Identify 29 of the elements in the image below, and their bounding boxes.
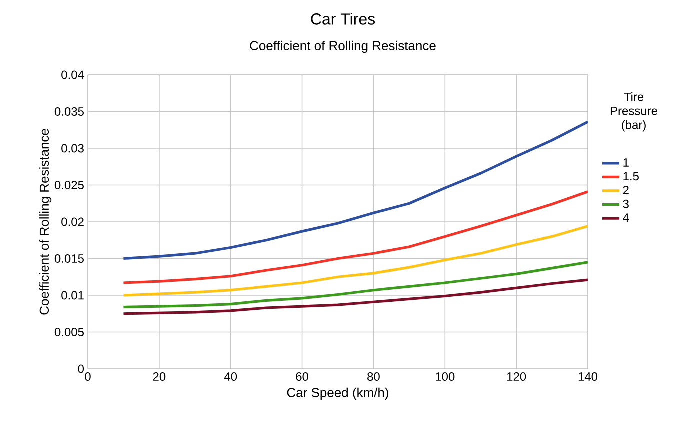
y-tick-label: 0.025: [54, 181, 84, 190]
y-tick-label: 0.005: [54, 328, 84, 337]
chart-subtitle: Coefficient of Rolling Resistance: [250, 40, 436, 54]
legend-label: 3: [623, 200, 629, 208]
legend-label: 1: [624, 158, 629, 167]
line-series: [122, 190, 588, 284]
legend-title: Tire Pressure (bar): [610, 92, 658, 132]
x-tick-label: 80: [368, 372, 380, 382]
x-tick-label: 20: [153, 372, 166, 382]
legend-label: 1.5: [624, 172, 639, 181]
x-tick-label: 40: [224, 372, 238, 382]
y-tick-label: 0.03: [62, 144, 84, 153]
x-tick-label: 140: [578, 372, 598, 382]
x-tick-label: 100: [436, 372, 455, 382]
y-tick-label: 0.04: [62, 70, 84, 80]
legend-label: 2: [623, 186, 629, 194]
x-axis-title: Car Speed (km/h): [287, 388, 388, 400]
y-tick-label: 0.02: [62, 218, 84, 226]
x-tick-label: 0: [85, 372, 91, 382]
x-tick-label: 60: [296, 372, 308, 382]
y-tick-label: 0.01: [62, 291, 84, 300]
chart-title: Car Tires: [311, 13, 376, 25]
y-tick-label: 0.015: [54, 254, 84, 264]
x-tick-label: 120: [507, 372, 526, 382]
y-axis-title: Coefficient of Rolling Resistance: [39, 129, 52, 315]
y-tick-label: 0: [78, 364, 84, 374]
legend-label: 4: [623, 214, 630, 222]
line-series: [122, 120, 588, 260]
y-tick-label: 0.035: [54, 108, 84, 116]
